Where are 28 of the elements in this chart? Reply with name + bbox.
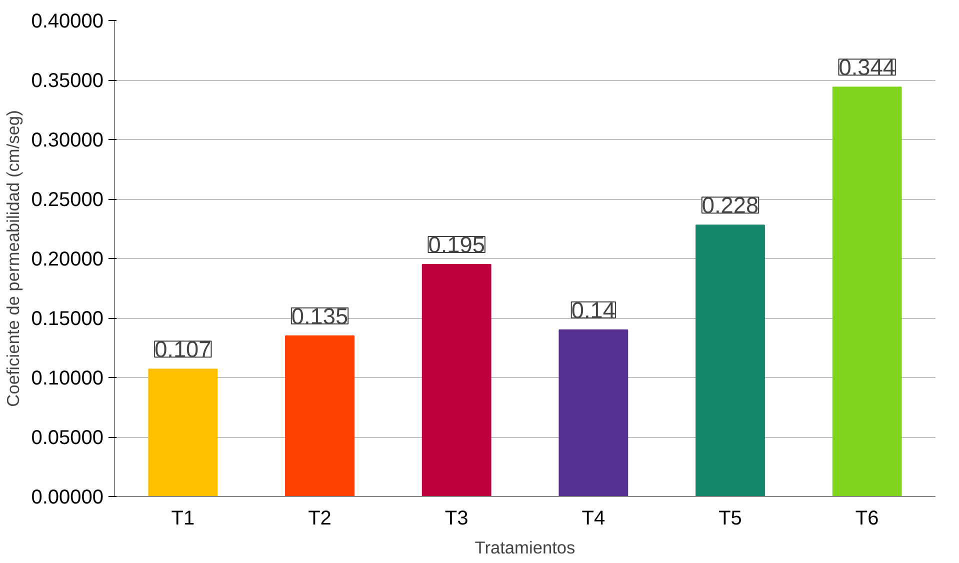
y-tick-label: 0.30000: [31, 130, 104, 152]
data-label: 0.135: [291, 302, 348, 329]
data-label: 0.14: [571, 296, 616, 323]
bar: [285, 335, 354, 496]
y-tick-label: 0.15000: [31, 308, 104, 330]
x-tick-label: T3: [444, 508, 468, 530]
y-tick-label: 0.20000: [31, 248, 104, 270]
bar: [422, 264, 492, 496]
data-label: 0.107: [154, 336, 212, 362]
y-tick-label: 0.25000: [31, 189, 104, 211]
x-tick-label: T6: [855, 508, 879, 530]
x-tick-label: T1: [171, 508, 195, 530]
data-label: 0.344: [838, 54, 896, 80]
x-axis-title: Tratamientos: [474, 538, 576, 558]
bar: [832, 86, 902, 496]
x-tick-label: T4: [582, 508, 606, 530]
y-tick-label: 0.00000: [31, 486, 104, 508]
y-tick-label: 0.10000: [31, 368, 104, 390]
bar: [148, 368, 218, 496]
x-tick-label: T5: [718, 508, 742, 530]
x-tick-label: T2: [308, 508, 332, 530]
y-tick-label: 0.05000: [31, 427, 104, 449]
bar: [696, 224, 765, 496]
bar: [558, 329, 628, 496]
data-label: 0.228: [702, 192, 759, 218]
y-tick-label: 0.35000: [31, 70, 104, 92]
y-axis-title: Coeficiente de permeabilidad (cm/seg): [3, 110, 24, 407]
y-tick-label: 0.40000: [31, 10, 104, 32]
